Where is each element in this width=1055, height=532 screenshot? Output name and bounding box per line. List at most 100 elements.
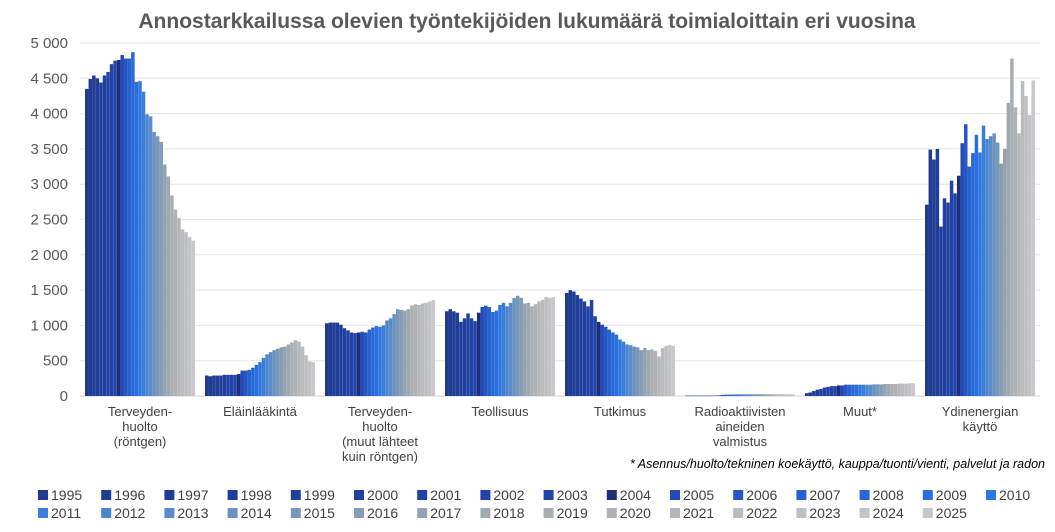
- bar: 2024: 25: [787, 394, 792, 396]
- bar: 2012: 3640: [985, 139, 989, 396]
- bar: 2016: 690: [279, 347, 283, 396]
- bar: 2004: 310: [236, 374, 241, 396]
- bar: 2022: 700: [300, 346, 305, 396]
- legend-label: 1998: [241, 487, 272, 503]
- bar: 2004: 1050: [596, 321, 601, 396]
- legend-item: 2019: [543, 505, 588, 521]
- bar: 2010: 3450: [978, 152, 982, 396]
- bar: 2015: 1230: [395, 309, 400, 396]
- legend-item: 2003: [543, 487, 588, 503]
- bar: 2018: 170: [886, 384, 891, 396]
- bar: 2006: 980: [604, 326, 608, 396]
- legend-item: 2013: [164, 505, 209, 521]
- bar: 2006: 160: [844, 384, 848, 396]
- legend-item: 1998: [227, 487, 272, 503]
- bar: 1999: 1050: [459, 321, 463, 396]
- bar: 2002: 3050: [949, 180, 954, 396]
- bar: 2005: 150: [840, 385, 844, 396]
- bar: 2016: 3290: [999, 163, 1003, 396]
- bar: 2025: 710: [671, 345, 675, 396]
- bar: 2008: 1190: [491, 311, 495, 396]
- category-label: Tutkimus: [594, 404, 647, 419]
- bar: 2013: 3960: [148, 116, 153, 397]
- legend-label: 2008: [873, 487, 904, 503]
- bar: 2005: 4830: [120, 55, 124, 396]
- bar: 2001: 4590: [106, 71, 110, 396]
- bar: 2009: 160: [854, 384, 859, 396]
- bar: 1995: 2710: [925, 204, 929, 396]
- legend-label: 1997: [177, 487, 208, 503]
- bar: 2009: 1210: [494, 310, 499, 396]
- bar: 2014: 700: [632, 346, 636, 396]
- bar: 2003: 890: [353, 333, 357, 396]
- bar: 2018: 3110: [166, 176, 171, 396]
- bar: 2007: 3250: [967, 166, 972, 396]
- legend-label: 2007: [809, 487, 840, 503]
- bar: 2011: 160: [861, 384, 866, 396]
- bar: 2019: 2840: [170, 195, 174, 396]
- bar: 2020: 1300: [413, 304, 418, 396]
- bar: 2019: 1280: [410, 305, 414, 396]
- bar: 2020: 790: [293, 340, 298, 396]
- legend-label: 2017: [430, 505, 461, 521]
- y-tick-label: 1 000: [30, 317, 68, 334]
- y-tick-label: 3 500: [30, 141, 68, 158]
- bar: 2003: 1060: [473, 321, 477, 396]
- bar: 2018: 25: [766, 394, 771, 396]
- legend-swatch: [543, 490, 554, 500]
- bar: 2006: 900: [364, 332, 368, 396]
- legend-swatch: [543, 508, 554, 518]
- bar: 2003: 300: [233, 374, 237, 396]
- bar: 2002: 4700: [109, 64, 114, 397]
- category-label: Terveyden-huolto (muut lähteet kuin röntge…: [342, 404, 418, 464]
- legend-label: 1999: [304, 487, 335, 503]
- bar: 2007: 4780: [127, 58, 132, 396]
- bar: 2006: 360: [244, 370, 248, 396]
- bar: 1998: 290: [215, 375, 220, 396]
- legend-swatch: [922, 508, 933, 518]
- legend-item: 2012: [101, 505, 146, 521]
- bar: 1998: 6: [695, 395, 700, 397]
- legend-label: 2015: [304, 505, 335, 521]
- legend-swatch: [417, 490, 428, 500]
- bar: 2002: 1100: [469, 318, 474, 396]
- bar: 1997: 4540: [92, 75, 96, 396]
- legend-swatch: [986, 490, 996, 500]
- bar: 2021: 770: [297, 341, 301, 396]
- bar: 2022: 25: [780, 394, 785, 396]
- bar: 2020: 25: [773, 394, 778, 396]
- bars-layer: 1995: 43501996: 44901997: 45401998: 4500…: [85, 52, 1035, 397]
- legend-swatch: [606, 490, 617, 500]
- legend-item: 2001: [417, 487, 462, 503]
- bar: 2014: 1390: [512, 297, 516, 396]
- legend-swatch: [796, 508, 807, 518]
- bar: 2015: 25: [755, 394, 760, 396]
- legend-item: 1999: [290, 487, 335, 503]
- bar: 2005: 360: [240, 370, 244, 396]
- bar: 1998: 1430: [575, 295, 580, 396]
- bar: 1996: 1040: [328, 322, 333, 396]
- grid-layer: [80, 42, 1040, 397]
- bar: 2017: 170: [883, 384, 887, 396]
- bar: 1997: 3350: [932, 159, 936, 396]
- bar: 2012: 730: [625, 344, 629, 396]
- legend-item: 1997: [164, 487, 209, 503]
- bar: 2017: 680: [643, 347, 647, 396]
- bar: 2020: 170: [893, 384, 898, 396]
- legend-label: 2021: [683, 505, 714, 521]
- bar: 2014: 3720: [992, 133, 996, 396]
- bar: 2014: 24: [752, 394, 756, 396]
- legend-label: 2025: [936, 505, 967, 521]
- bar: 2021: 175: [897, 383, 901, 396]
- bar: 2016: 650: [639, 350, 643, 396]
- bar: 2018: 650: [646, 350, 651, 396]
- bar: 2023: 1400: [544, 297, 548, 396]
- bar: 2015: 670: [275, 348, 280, 396]
- bar: 2017: 3280: [163, 164, 167, 396]
- bar: 2022: 1310: [420, 303, 425, 396]
- bar: 2010: 1290: [498, 304, 502, 396]
- footnote: * Asennus/huolto/tekninen koekäyttö, kau…: [630, 457, 1045, 471]
